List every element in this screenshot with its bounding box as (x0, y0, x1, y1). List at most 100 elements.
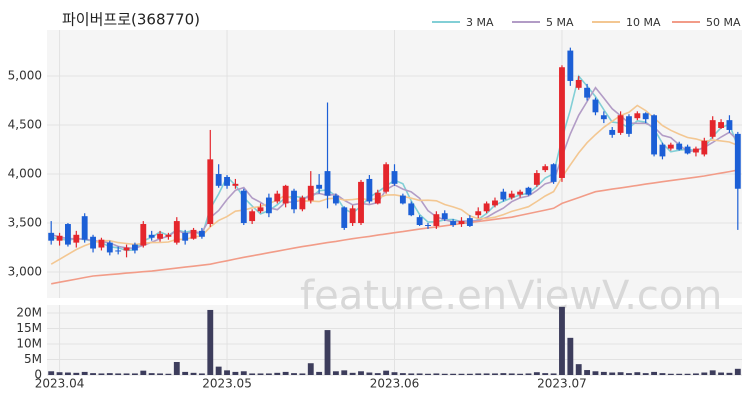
volume-bar (525, 373, 532, 375)
candle-body (458, 221, 465, 225)
volume-bar (709, 370, 716, 375)
y-tick-label: 10M (16, 337, 42, 351)
watermark: feature.enViewV.com (300, 273, 722, 319)
candle-body (433, 214, 440, 226)
volume-bar (332, 371, 339, 375)
volume-bar (517, 373, 524, 375)
candle-body (416, 217, 423, 225)
volume-bar (115, 373, 122, 375)
volume-bar (718, 372, 724, 375)
candle-body (98, 239, 105, 248)
candle-body (90, 236, 96, 249)
legend-label: 3 MA (466, 16, 494, 29)
candle-body (299, 197, 306, 210)
volume-bar (492, 373, 498, 375)
candle-body (157, 233, 163, 239)
candle-body (165, 234, 172, 237)
y-tick-label: 5,000 (8, 69, 42, 83)
candle-body (550, 164, 557, 182)
volume-bar (701, 372, 708, 375)
candle-body (65, 224, 71, 245)
volume-bar (533, 372, 540, 375)
candle-body (56, 235, 63, 241)
volume-bar (508, 373, 515, 375)
candle-body (734, 133, 741, 189)
volume-bar (483, 373, 490, 375)
volume-bar (450, 373, 457, 375)
candle-body (533, 173, 540, 185)
candle-body (73, 234, 80, 243)
candle-body (726, 120, 733, 130)
volume-bar (609, 372, 616, 375)
candle-body (542, 166, 549, 171)
volume-bar (249, 373, 256, 375)
volume-bar (282, 371, 289, 375)
volume-bar (182, 371, 189, 375)
volume-bar (274, 372, 281, 375)
volume-bar (366, 372, 373, 375)
volume-bar (232, 371, 239, 375)
candle-body (508, 193, 515, 198)
candle-body (600, 115, 607, 120)
volume-bar (425, 373, 431, 375)
volume-bar (542, 373, 549, 375)
candle-body (182, 232, 189, 241)
volume-bar (391, 372, 398, 375)
volume-bar (349, 372, 356, 375)
candle-body (249, 211, 256, 222)
moving-average-line (50, 104, 739, 265)
volume-bar (291, 373, 297, 375)
volume-bar (240, 371, 247, 375)
volume-bar (399, 373, 406, 375)
candle-body (592, 99, 599, 113)
volume-bar (500, 373, 507, 375)
volume-bar (466, 373, 473, 375)
volume-bar (475, 373, 482, 375)
y-tick-label: 15M (16, 321, 42, 335)
volume-bar (642, 373, 649, 375)
candle-body (48, 232, 55, 241)
volume-bar (584, 370, 591, 375)
candle-body (366, 178, 373, 202)
volume-bar (98, 373, 105, 375)
candle-body (282, 185, 289, 204)
volume-bar (684, 373, 691, 375)
candle-body (391, 171, 398, 184)
volume-bar (198, 373, 205, 375)
candle-body (500, 191, 507, 200)
volume-bar (299, 373, 306, 375)
candle-body (106, 242, 113, 253)
volume-bar (358, 371, 364, 375)
volume-bar (550, 373, 557, 375)
candle-body (584, 87, 591, 98)
volume-bar (600, 371, 607, 375)
volume-bar (307, 363, 314, 375)
volume-bar (140, 370, 147, 375)
candle-body (341, 207, 348, 228)
volume-bar (626, 373, 632, 375)
candle-body (492, 200, 498, 206)
candle-body (408, 203, 415, 216)
candle-body (450, 221, 457, 225)
candle-body (642, 113, 649, 120)
candle-body (190, 229, 197, 239)
volume-bar (383, 370, 390, 375)
volume-bar (190, 372, 197, 375)
volume-bar (575, 364, 582, 375)
x-tick-label: 2023.07 (537, 377, 587, 391)
y-tick-label: 3,000 (8, 265, 42, 279)
volume-bar (165, 373, 172, 375)
candle-body (684, 146, 691, 154)
y-tick-label: 5M (24, 352, 42, 366)
candle-body (173, 221, 180, 243)
volume-bar (157, 373, 163, 375)
candle-body (634, 113, 641, 119)
y-tick-label: 0 (34, 368, 42, 382)
candle-body (215, 174, 222, 186)
candle-body (140, 224, 147, 246)
volume-bar (215, 366, 222, 375)
candle-body (425, 224, 431, 226)
candle-body (383, 164, 390, 192)
volume-bar (56, 372, 63, 375)
